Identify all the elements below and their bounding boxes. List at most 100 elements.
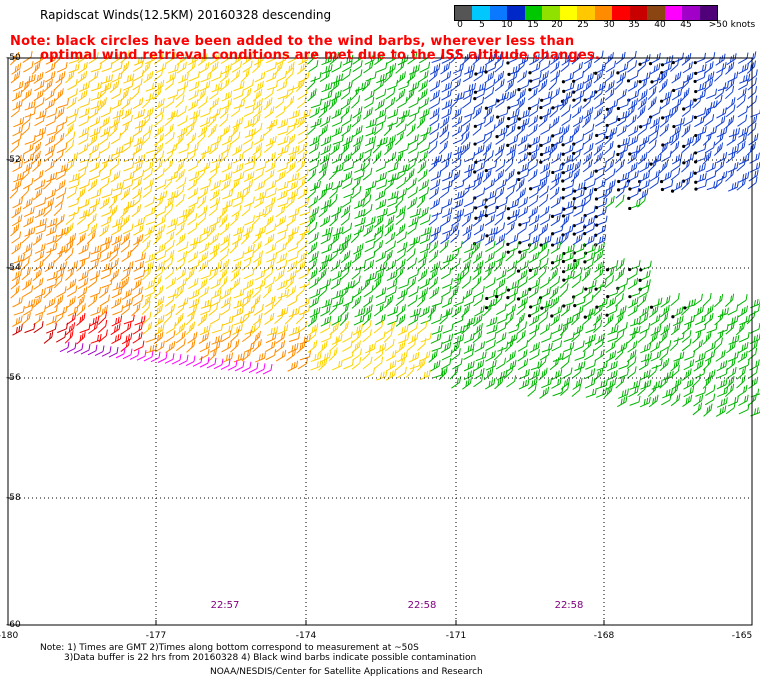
wind-barb	[76, 212, 87, 225]
wind-barb	[145, 215, 157, 226]
wind-barb	[164, 113, 174, 127]
wind-barb	[21, 113, 32, 127]
wind-barb	[253, 168, 265, 181]
wind-barb	[651, 72, 664, 83]
wind-barb	[649, 124, 660, 137]
wind-barb	[552, 126, 564, 137]
wind-barb	[78, 243, 90, 255]
wind-barb	[265, 180, 277, 191]
contamination-dot	[572, 142, 576, 146]
wind-barb	[100, 106, 112, 118]
wind-barb	[120, 232, 130, 246]
wind-barb	[341, 170, 353, 183]
wind-barb	[460, 131, 470, 145]
wind-barb	[230, 131, 241, 145]
wind-barb	[397, 324, 409, 336]
wind-barb	[429, 114, 440, 127]
wind-barb	[695, 386, 707, 397]
wind-barb	[164, 239, 175, 253]
wind-barb	[99, 141, 111, 154]
wind-barb	[507, 71, 518, 83]
wind-barb	[571, 51, 581, 65]
wind-barb	[274, 96, 285, 109]
wind-barb	[65, 296, 76, 309]
wind-barb	[738, 62, 749, 75]
wind-barb	[288, 117, 300, 128]
wind-barb	[683, 135, 695, 147]
wind-barb	[12, 315, 23, 327]
wind-barb	[695, 172, 707, 183]
wind-barb	[122, 80, 134, 91]
wind-barb	[616, 88, 627, 101]
wind-barb	[387, 116, 399, 127]
wind-barb	[681, 140, 691, 154]
wind-barb	[68, 172, 80, 183]
contamination-dot	[660, 63, 665, 67]
wind-barb	[706, 180, 718, 191]
wind-barb	[408, 351, 420, 363]
wind-barb	[494, 70, 505, 84]
wind-barb	[79, 323, 91, 334]
wind-barb	[395, 205, 406, 219]
wind-barb	[375, 331, 386, 343]
wind-barb	[276, 242, 287, 254]
wind-barb	[475, 351, 487, 362]
wind-barb	[11, 214, 23, 227]
wind-barb	[54, 122, 64, 136]
wind-barb	[89, 197, 101, 209]
wind-barb	[78, 81, 90, 92]
wind-barb	[252, 122, 263, 136]
wind-barb	[406, 177, 417, 191]
contamination-dot	[551, 106, 555, 110]
wind-barb	[54, 149, 64, 163]
wind-barb	[53, 274, 63, 289]
wind-barb	[144, 206, 156, 217]
wind-barb	[396, 177, 407, 190]
wind-barb	[307, 168, 317, 182]
wind-barb	[277, 161, 289, 172]
wind-barb	[475, 82, 487, 93]
contamination-dot	[540, 98, 544, 102]
contamination-dot	[484, 168, 488, 173]
wind-barb	[32, 233, 43, 246]
wind-barb	[145, 332, 157, 343]
wind-barb	[495, 132, 506, 145]
wind-barb	[570, 168, 580, 183]
wind-barb	[639, 171, 651, 183]
wind-barb	[242, 141, 254, 154]
wind-barb	[496, 321, 507, 334]
wind-barb	[605, 350, 617, 363]
wind-barb	[418, 206, 429, 219]
wind-barb	[584, 377, 596, 389]
wind-barb	[89, 169, 101, 181]
legend-label: 30	[603, 20, 615, 30]
wind-barb	[419, 306, 430, 318]
wind-barb	[571, 105, 582, 119]
wind-barb	[582, 193, 592, 208]
wind-barb	[54, 132, 65, 146]
wind-barb	[738, 331, 750, 343]
wind-barb	[275, 215, 287, 228]
wind-barb	[353, 243, 364, 255]
wind-barb	[78, 133, 89, 145]
wind-barb	[199, 62, 210, 74]
wind-barb	[199, 348, 210, 361]
wind-barb	[308, 159, 320, 172]
wind-barb	[714, 160, 725, 173]
wind-barb	[165, 330, 176, 343]
wind-barb	[362, 167, 373, 181]
wind-barb	[539, 70, 549, 83]
wind-barb	[66, 96, 77, 109]
wind-barb	[59, 341, 70, 353]
contamination-dot	[573, 259, 577, 263]
wind-barb	[134, 109, 145, 120]
wind-barb	[198, 96, 208, 109]
wind-barb	[175, 87, 186, 100]
wind-barb	[416, 194, 426, 209]
wind-barb	[453, 334, 465, 345]
wind-barb	[550, 196, 561, 209]
wind-barb	[705, 384, 716, 396]
wind-barb	[441, 89, 452, 101]
wind-barb	[464, 107, 476, 118]
wind-barb	[406, 70, 416, 84]
